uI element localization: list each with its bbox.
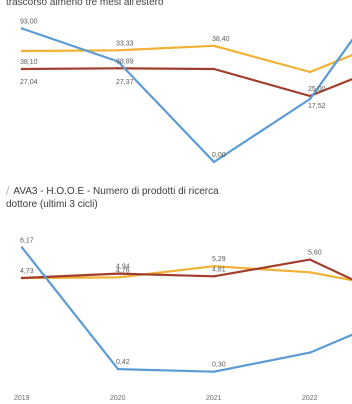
data-point-0-1-0 [20, 67, 24, 71]
data-label-1-0-0: 4,73 [20, 268, 34, 275]
series-line-1-2 [21, 246, 352, 373]
data-label-0-1-1: 38,89 [116, 58, 134, 65]
data-label-1-1-2: 4,81 [212, 266, 226, 273]
data-point-0-0-0 [20, 49, 24, 53]
data-point-1-0-3 [308, 271, 312, 274]
data-point-1-2-3 [308, 351, 312, 354]
series-line-0-2 [21, 27, 352, 164]
bottom-chart-title: ⧸ AVA3 - H.O.O.E - Numero di prodotti di … [6, 185, 352, 211]
data-label-0-1-3: 25,00 [308, 86, 326, 93]
data-point-1-0-1 [116, 276, 120, 279]
title-line-2: dottore (ultimi 3 cicli) [6, 199, 98, 210]
x-tick-label-0: 2019 [14, 395, 30, 402]
data-point-1-0-2 [212, 265, 216, 268]
extra-label-0-1: 27,37 [116, 79, 134, 86]
data-label-0-0-2: 38,40 [212, 36, 230, 43]
x-tick-label-3: 2022 [302, 395, 318, 402]
data-label-1-1-3: 5,60 [308, 250, 322, 257]
data-label-1-2-2: 0,30 [212, 362, 226, 369]
data-point-0-1-1 [116, 67, 120, 70]
data-point-0-2-3 [308, 97, 312, 101]
data-point-1-2-0 [20, 246, 24, 249]
extra-label-0-2: 17,52 [308, 103, 326, 110]
data-label-1-1-1: 4,94 [116, 264, 130, 271]
series-line-0-1 [21, 67, 352, 98]
title-line-1: AVA3 - H.O.O.E - Numero di prodotti di r… [13, 186, 219, 197]
data-point-0-0-3 [308, 70, 312, 74]
data-label-1-2-0: 6,17 [20, 238, 34, 245]
x-tick-label-2: 2021 [206, 395, 222, 402]
x-tick-label-1: 2020 [110, 395, 126, 402]
data-label-1-2-1: 0,42 [116, 359, 130, 366]
data-point-1-1-1 [116, 272, 120, 275]
data-point-1-2-1 [116, 367, 120, 371]
top-chart-caption: trascorso almeno tre mesi all'estero [6, 0, 164, 8]
data-label-0-2-0: 93,00 [20, 19, 38, 26]
title-badge-icon: ⧸ [6, 186, 10, 197]
data-point-0-0-2 [212, 44, 216, 47]
data-point-0-2-1 [116, 60, 120, 63]
series-line-1-0 [21, 265, 352, 282]
data-label-1-0-2: 5,29 [212, 256, 226, 263]
data-label-0-2-2: 0,00 [212, 152, 226, 159]
data-point-1-2-2 [212, 370, 216, 373]
data-label-1-0-1: 4,76 [116, 267, 130, 274]
data-point-0-2-2 [212, 160, 216, 164]
extra-label-0-0: 27,04 [20, 79, 38, 86]
data-point-1-1-2 [212, 275, 216, 278]
data-label-0-0-1: 33,33 [116, 40, 134, 47]
data-point-1-1-3 [308, 258, 312, 261]
data-point-1-1-0 [20, 276, 24, 280]
data-point-0-2-0 [20, 27, 24, 30]
top-line-chart: 33,33 38,40 38,10 38,89 25,00 93,00 0,00 27,04 2… [20, 19, 352, 164]
data-label-0-1-0: 38,10 [20, 59, 38, 66]
data-point-0-1-2 [212, 67, 216, 71]
bottom-line-chart: 4,73 4,76 5,29 4,94 4,81 5,60 6,17 0,42 0,30 201… [14, 238, 352, 402]
data-point-0-0-1 [116, 49, 120, 52]
